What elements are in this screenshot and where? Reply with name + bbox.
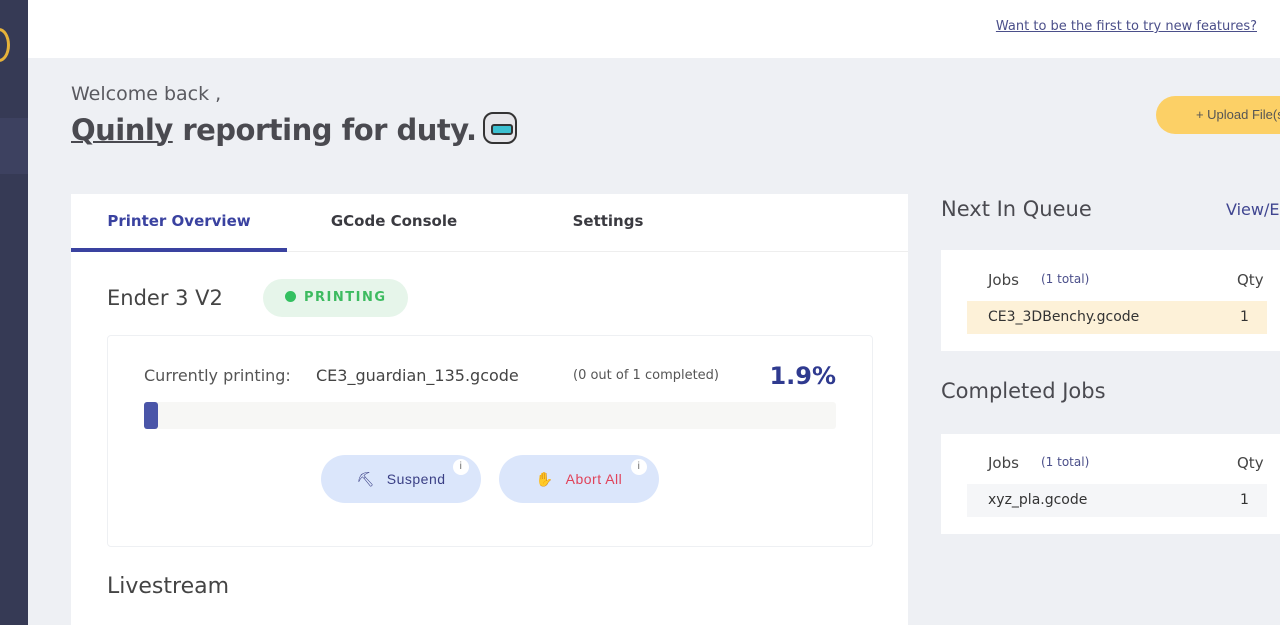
logo-icon[interactable] — [0, 28, 10, 62]
status-badge: PRINTING — [263, 279, 408, 317]
robot-icon — [482, 112, 517, 144]
status-dot-icon — [285, 291, 296, 302]
upload-files-button[interactable]: + Upload File(s) — [1156, 96, 1280, 134]
completed-panel: Jobs (1 total) Qty xyz_pla.gcode 1 — [941, 434, 1280, 534]
suspend-button[interactable]: ⛏ Suspend i — [321, 455, 481, 503]
sidebar-item-active[interactable] — [0, 118, 28, 174]
tab-bar: Printer Overview GCode Console Settings — [71, 194, 908, 252]
jobs-total: (1 total) — [1041, 455, 1090, 469]
progress-percent: 1.9% — [769, 362, 836, 390]
current-job-panel: Currently printing: CE3_guardian_135.gco… — [107, 335, 873, 547]
next-in-queue-heading: Next In Queue — [941, 197, 1092, 221]
progress-fill — [144, 402, 158, 429]
list-item[interactable]: CE3_3DBenchy.gcode 1 — [967, 301, 1267, 334]
jobs-header: Jobs — [988, 454, 1019, 472]
livestream-heading: Livestream — [107, 574, 230, 599]
info-icon[interactable]: i — [453, 459, 469, 475]
hammer-icon: ⛏ — [356, 470, 375, 487]
printer-name: Ender 3 V2 — [107, 286, 223, 310]
abort-all-button[interactable]: ✋ Abort All i — [499, 455, 659, 503]
jobs-header: Jobs — [988, 271, 1019, 289]
top-bar: Want to be the first to try new features… — [28, 0, 1280, 58]
queue-panel: Jobs (1 total) Qty CE3_3DBenchy.gcode 1 — [941, 250, 1280, 351]
info-icon[interactable]: i — [631, 459, 647, 475]
progress-bar — [144, 402, 836, 429]
currently-printing-label: Currently printing: — [144, 366, 291, 385]
qty-header: Qty — [1237, 271, 1264, 289]
completed-count: (0 out of 1 completed) — [573, 368, 720, 383]
qty-header: Qty — [1237, 454, 1264, 472]
view-edit-link[interactable]: View/Edit — [1226, 200, 1280, 219]
page-title: Quinly reporting for duty. — [71, 112, 517, 147]
tab-printer-overview[interactable]: Printer Overview — [71, 194, 287, 252]
new-features-link[interactable]: Want to be the first to try new features… — [995, 19, 1257, 34]
list-item[interactable]: xyz_pla.gcode 1 — [967, 484, 1267, 517]
printer-card: Printer Overview GCode Console Settings … — [71, 194, 908, 625]
sidebar — [0, 0, 28, 625]
jobs-total: (1 total) — [1041, 272, 1090, 286]
completed-jobs-heading: Completed Jobs — [941, 379, 1106, 403]
tab-settings[interactable]: Settings — [572, 212, 644, 230]
hand-icon: ✋ — [535, 470, 554, 487]
welcome-text: Welcome back , — [71, 83, 222, 105]
user-name[interactable]: Quinly — [71, 113, 173, 147]
current-file: CE3_guardian_135.gcode — [316, 366, 519, 385]
tab-gcode-console[interactable]: GCode Console — [330, 212, 458, 230]
